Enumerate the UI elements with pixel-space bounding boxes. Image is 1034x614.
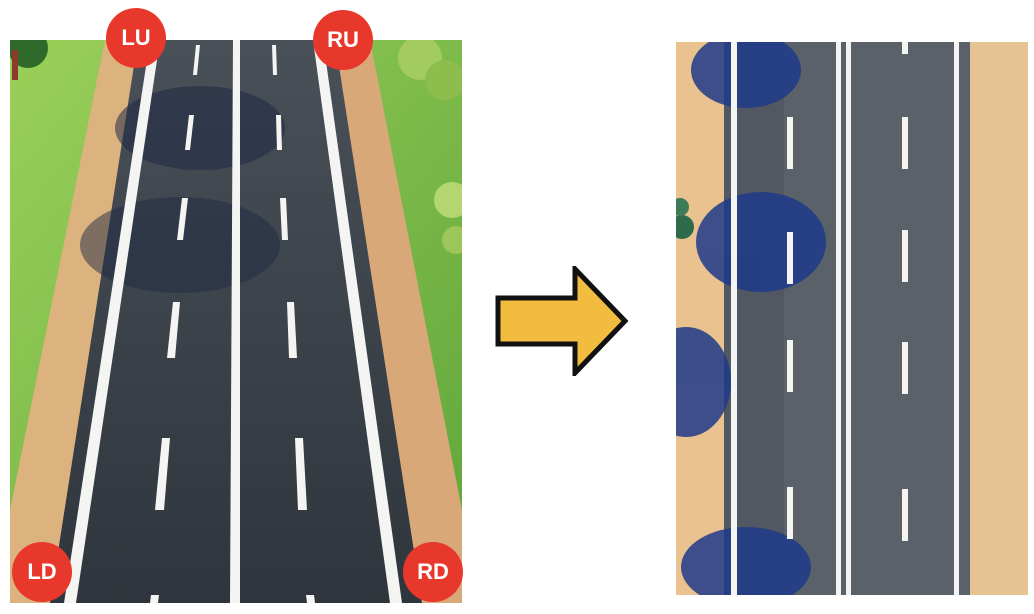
bush-left: [676, 198, 694, 239]
edge-line-left: [731, 42, 737, 595]
edge-line-left: [64, 40, 160, 603]
lane-dashes-right: [902, 42, 908, 541]
dirt-strip-right: [970, 42, 1028, 595]
dirt-shoulder-right: [328, 40, 462, 603]
edge-line-right: [954, 42, 959, 595]
tree-shadow: [80, 197, 280, 293]
dirt-shoulder-left: [10, 40, 145, 603]
bushes-right: [398, 40, 462, 254]
right-arrow-icon: [495, 266, 629, 376]
rectified-road-image: [676, 42, 1028, 595]
corner-badge-left-down: LD: [12, 542, 72, 602]
corner-badge-right-down: RD: [403, 542, 463, 602]
corner-badge-left-up: LU: [106, 8, 166, 68]
center-line: [230, 40, 240, 603]
tree-shadows: [676, 42, 826, 595]
lane-dashes-left: [787, 117, 793, 539]
rectified-road-drawing: [676, 42, 1028, 595]
tree-shadow: [115, 86, 285, 170]
dirt-strip-left: [676, 42, 724, 595]
corner-badge-right-up: RU: [313, 10, 373, 70]
lane-dashes-right: [272, 45, 315, 603]
perspective-road-image: [10, 40, 462, 603]
lane-dashes-left: [150, 45, 200, 603]
perspective-road-drawing: [10, 40, 462, 603]
bushes-left: [10, 40, 48, 80]
edge-line-right: [313, 40, 402, 603]
center-line-1: [836, 42, 841, 595]
center-line-2: [846, 42, 851, 595]
